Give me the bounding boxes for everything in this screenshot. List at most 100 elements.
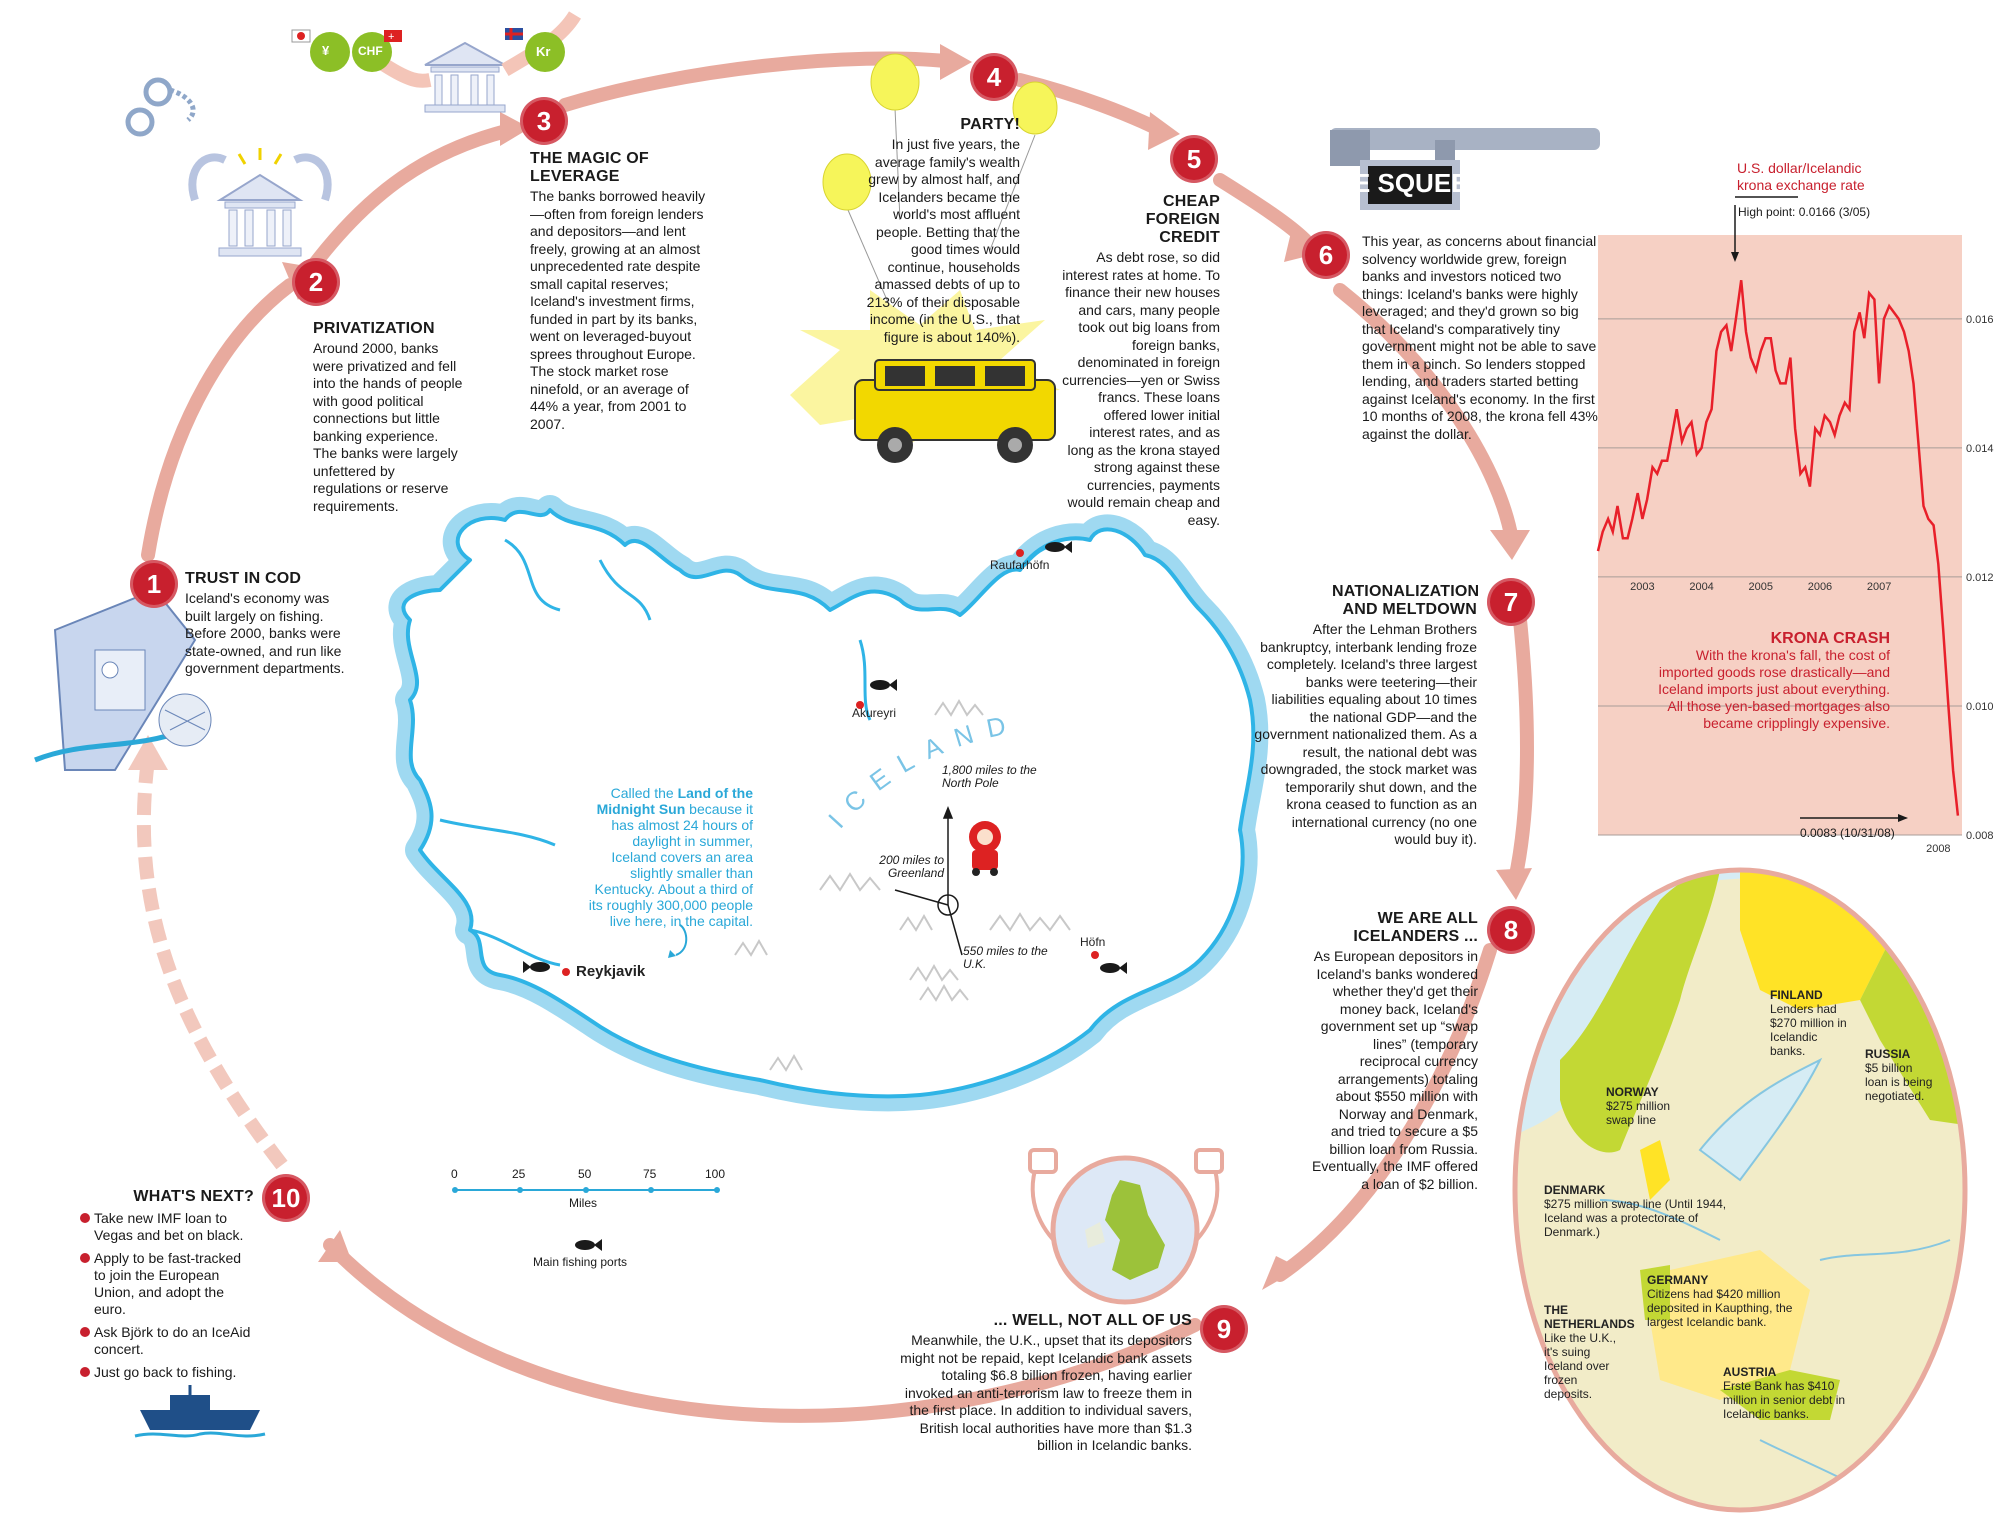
suv-icon [854,359,1056,463]
step-6-badge: 6 [1302,231,1350,279]
chart-title: U.S. dollar/Icelandic krona exchange rat… [1737,160,1865,193]
step-3-text: THE MAGIC OF LEVERAGE The banks borrowed… [530,150,708,433]
scale-bar [452,1187,720,1193]
list-item: Apply to be fast-tracked to join the Eur… [80,1250,254,1318]
chart-x-tick: 2005 [1749,581,1773,593]
label-austria: AUSTRIA Erste Bank has $410 million in se… [1723,1365,1863,1421]
chart-series-line [1596,280,1960,816]
step-4-badge: 4 [970,53,1018,101]
label-netherlands: THE NETHERLANDS Like the U.K., it's suing… [1544,1303,1635,1401]
scale-tick: 100 [705,1167,726,1181]
step-4-body: In just five years, the average family's… [866,136,1020,345]
norway-body: $275 million swap line [1606,1099,1671,1127]
step-5-text: CHEAP FOREIGN CREDIT As debt rose, so di… [1062,193,1220,529]
krona-crash-title: KRONA CRASH [1770,630,1890,647]
chart-high-annotation: High point: 0.0166 (3/05) [1738,205,1871,219]
chart-x-tick: 2007 [1867,581,1891,593]
chf-label: CHF [358,44,383,58]
step-9-body: Meanwhile, the U.K., upset that its depo… [900,1332,1192,1453]
arrow-7-8 [1508,613,1534,887]
step-6-text: This year, as concerns about financial s… [1362,233,1602,443]
austria-body: Erste Bank has $410 million in senior de… [1723,1379,1846,1421]
cargo-ship-icon [134,1385,266,1438]
russia-name: RUSSIA [1865,1047,1911,1061]
netherlands-name: THE NETHERLANDS [1544,1303,1635,1331]
scale-tick: 0 [451,1167,458,1181]
step-2-body: Around 2000, banks were privatized and f… [313,340,463,514]
scale-unit: Miles [569,1196,598,1210]
arrow-9-10 [323,1238,1202,1423]
denmark-name: DENMARK [1544,1183,1606,1197]
chart-x-tick: 2003 [1630,581,1654,593]
step-1-badge: 1 [130,560,178,608]
step-4-title: PARTY! [960,116,1020,133]
step-2-badge: 2 [292,258,340,306]
step-4-text: PARTY! In just five years, the average f… [858,116,1020,346]
step-8-badge: 8 [1487,906,1535,954]
fishing-boat-icon [34,588,212,771]
list-item: Ask Björk to do an IceAid concert. [80,1324,254,1358]
label-germany: GERMANY Citizens had $420 million deposit… [1647,1273,1817,1329]
distance-greenland: 200 miles to Greenland [879,853,944,880]
iceland-coastline [401,508,1256,1099]
uk-globe-icon [1050,1155,1200,1305]
midnight-sun-pre: Called the [610,785,678,801]
step-5-body: As debt rose, so did interest rates at h… [1062,249,1220,528]
step-1-title: TRUST IN COD [185,570,302,587]
svg-text:+: + [388,31,394,43]
yen-label: ¥ [322,43,330,58]
step-7-badge: 7 [1487,578,1535,626]
netherlands-body: Like the U.K., it's suing Iceland over f… [1544,1331,1617,1401]
step-7-title: NATIONALIZATION AND MELTDOWN [1332,583,1480,618]
step-8-title: WE ARE ALL ICELANDERS ... [1353,910,1478,945]
russia-body: $5 billion loan is being negotiated. [1865,1061,1933,1103]
chart-low-annotation: 0.0083 (10/31/08) [1800,826,1895,840]
norway-name: NORWAY [1606,1085,1659,1099]
distance-north-pole: 1,800 miles to the North Pole [942,763,1037,790]
chart-y-tick: 0.014 [1966,443,1994,455]
chart-background [1598,235,1962,835]
step-3-title: THE MAGIC OF LEVERAGE [530,150,649,185]
finland-body: Lenders had $270 million in Icelandic ba… [1770,1002,1847,1058]
arrow-10-1 [136,759,288,1170]
city-reykjavik: Reykjavik [576,963,646,980]
step-7-body: After the Lehman Brothers bankruptcy, in… [1254,621,1477,847]
krona-label: Kr [536,44,551,59]
fish-icon [523,541,1127,1251]
step-10-badge: 10 [262,1174,310,1222]
label-russia: RUSSIA $5 billion loan is being negotiate… [1865,1047,1935,1103]
whats-next-list: Take new IMF loan to Vegas and bet on bl… [80,1210,254,1381]
iceland-map: ICELAND [388,495,1269,1251]
city-akureyri: Akureyri [852,706,897,720]
svg-text:THE SQUEEZE: THE SQUEEZE [1318,168,1501,198]
finland-name: FINLAND [1770,988,1823,1002]
step-3-badge: 3 [520,97,568,145]
handcuffs-icon [125,77,196,137]
leverage-bank-icon [424,41,506,113]
step-5-badge: 5 [1170,135,1218,183]
step-1-text: TRUST IN COD Iceland's economy was built… [185,570,347,678]
germany-body: Citizens had $420 million deposited in K… [1647,1287,1793,1329]
midnight-sun-note: Called the Land of the Midnight Sun beca… [585,785,753,929]
scale-tick: 50 [578,1167,592,1181]
step-8-text: WE ARE ALL ICELANDERS ... As European de… [1312,910,1478,1193]
midnight-sun-post: because it has almost 24 hours of daylig… [588,801,753,929]
money-bag-icon: + [291,28,565,72]
step-9-text: ... WELL, NOT ALL OF US Meanwhile, the U… [900,1312,1192,1455]
label-finland: FINLAND Lenders had $270 million in Icela… [1770,988,1850,1058]
chart-x-tick: 2006 [1808,581,1832,593]
city-hofn: Höfn [1080,935,1106,949]
city-raufarhofn: Raufarhöfn [990,558,1050,572]
label-denmark: DENMARK $275 million swap line (Until 194… [1544,1183,1729,1239]
list-item: Take new IMF loan to Vegas and bet on bl… [80,1210,254,1244]
krona-crash-body: With the krona's fall, the cost of impor… [1658,647,1890,731]
distance-uk: 550 miles to the U.K. [963,944,1048,971]
label-norway: NORWAY $275 million swap line [1606,1085,1696,1127]
krona-crash-note: KRONA CRASH With the krona's fall, the c… [1640,630,1890,732]
step-9-badge: 9 [1200,1305,1248,1353]
arrow-6-7 [1333,283,1519,547]
chart-y-tick: 0.016 [1966,314,1994,326]
denmark-body: $275 million swap line (Until 1944, Icel… [1544,1197,1727,1239]
chart-y-tick: 0.012 [1966,572,1994,584]
